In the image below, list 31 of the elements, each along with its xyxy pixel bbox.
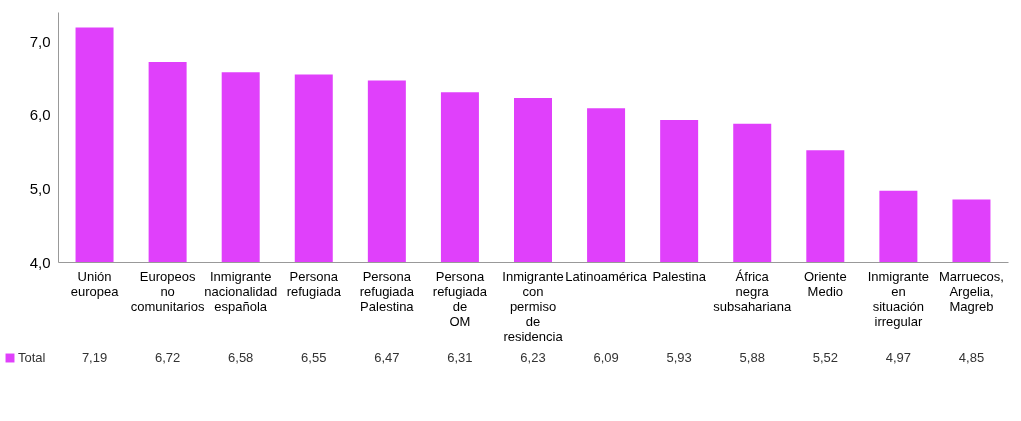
legend-label: Total (18, 350, 46, 365)
x-tick-label: África negra subsahariana (713, 268, 793, 314)
x-tick-label: Inmigrante en situación irregular (867, 268, 930, 329)
y-tick-label: 7,0 (29, 32, 51, 50)
x-tick-label: Inmigrante nacionalidad española (204, 268, 278, 314)
data-label: 6,58 (228, 350, 254, 365)
data-label: 6,09 (593, 350, 619, 365)
x-tick-label: Palestina (652, 268, 707, 284)
x-tick-label: Persona refugiada de OM (432, 268, 488, 329)
data-label: 5,93 (666, 350, 692, 365)
y-tick-label: 6,0 (29, 106, 51, 124)
data-label: 5,52 (812, 350, 838, 365)
x-tick-label: Persona refugiada (286, 268, 342, 299)
data-label: 7,19 (81, 350, 108, 365)
x-tick-label: Europeos no comunitarios (130, 268, 205, 314)
y-tick-label: 5,0 (29, 179, 51, 197)
y-tick-label: 4,0 (29, 253, 51, 271)
data-label: 6,23 (520, 350, 546, 365)
x-tick-label: Unión europea (70, 268, 120, 299)
x-tick-label: Latinoamérica (565, 268, 648, 284)
data-label: 6,55 (301, 350, 327, 365)
x-tick-label: Inmigrante con permiso de residencia (502, 268, 564, 344)
data-label: 6,72 (154, 350, 181, 365)
data-label: 4,85 (958, 350, 985, 365)
data-label: 4,97 (885, 350, 912, 365)
x-tick-label: Oriente Medio (803, 268, 847, 299)
data-label: 5,88 (739, 350, 765, 365)
data-label: 6,47 (374, 350, 400, 365)
x-tick-label: Marruecos, Argelia, Magreb (938, 268, 1004, 314)
data-label: 6,31 (447, 350, 473, 365)
x-tick-label: Persona refugiada Palestina (359, 268, 415, 314)
